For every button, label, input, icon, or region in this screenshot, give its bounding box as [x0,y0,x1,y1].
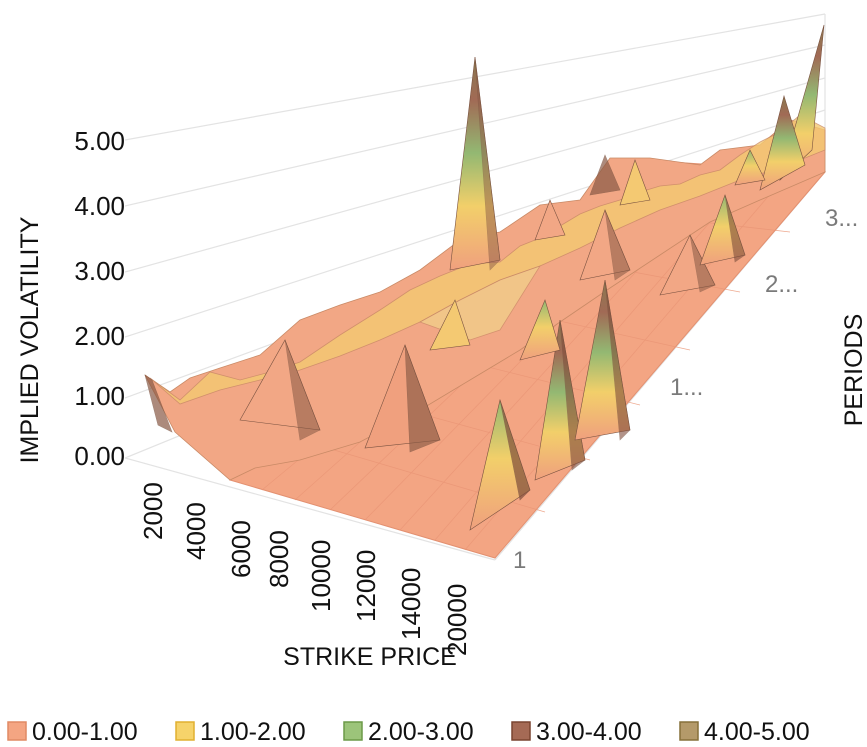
legend-item: 4.00-5.00 [679,718,810,746]
legend-item: 1.00-2.00 [175,718,306,746]
x-tick: 12000 [351,550,381,622]
z-tick: 3.00 [74,256,125,286]
z-axis: 0.00 1.00 2.00 3.00 4.00 5.00 IMPLIED VO… [16,126,125,471]
y-tick: 1... [670,374,703,401]
x-tick: 10000 [306,540,336,612]
y-tick: 1 [513,547,526,574]
y-axis: 1 1... 2... 3... PERIODS [513,205,867,574]
legend-label: 4.00-5.00 [704,718,810,746]
legend-label: 0.00-1.00 [32,718,138,746]
legend-swatch [679,721,699,741]
y-axis-title: PERIODS [840,314,867,427]
legend-item: 3.00-4.00 [511,718,642,746]
x-tick: 20000 [442,584,472,656]
z-tick: 4.00 [74,191,125,221]
legend: 0.00-1.00 1.00-2.00 2.00-3.00 3.00-4.00 … [7,718,810,746]
z-tick: 2.00 [74,321,125,351]
legend-swatch [343,721,363,741]
legend-swatch [175,721,195,741]
z-tick: 1.00 [74,381,125,411]
x-tick: 14000 [396,568,426,640]
legend-swatch [511,721,531,741]
x-tick: 4000 [181,502,211,560]
legend-swatch [7,721,27,741]
x-tick: 2000 [138,482,168,540]
legend-label: 3.00-4.00 [536,718,642,746]
y-tick: 2... [765,271,798,298]
z-tick: 0.00 [74,441,125,471]
y-tick: 3... [825,205,858,232]
legend-item: 0.00-1.00 [7,718,138,746]
x-tick: 6000 [226,520,256,578]
legend-label: 2.00-3.00 [368,718,474,746]
z-axis-title: IMPLIED VOLATILITY [16,216,44,463]
surface-spikes [144,24,825,531]
legend-item: 2.00-3.00 [343,718,474,746]
legend-label: 1.00-2.00 [200,718,306,746]
x-tick: 8000 [264,530,294,588]
x-axis-title: STRIKE PRICE [283,643,457,671]
z-tick: 5.00 [74,126,125,156]
x-axis: 2000 4000 6000 8000 10000 12000 14000 20… [138,482,472,671]
